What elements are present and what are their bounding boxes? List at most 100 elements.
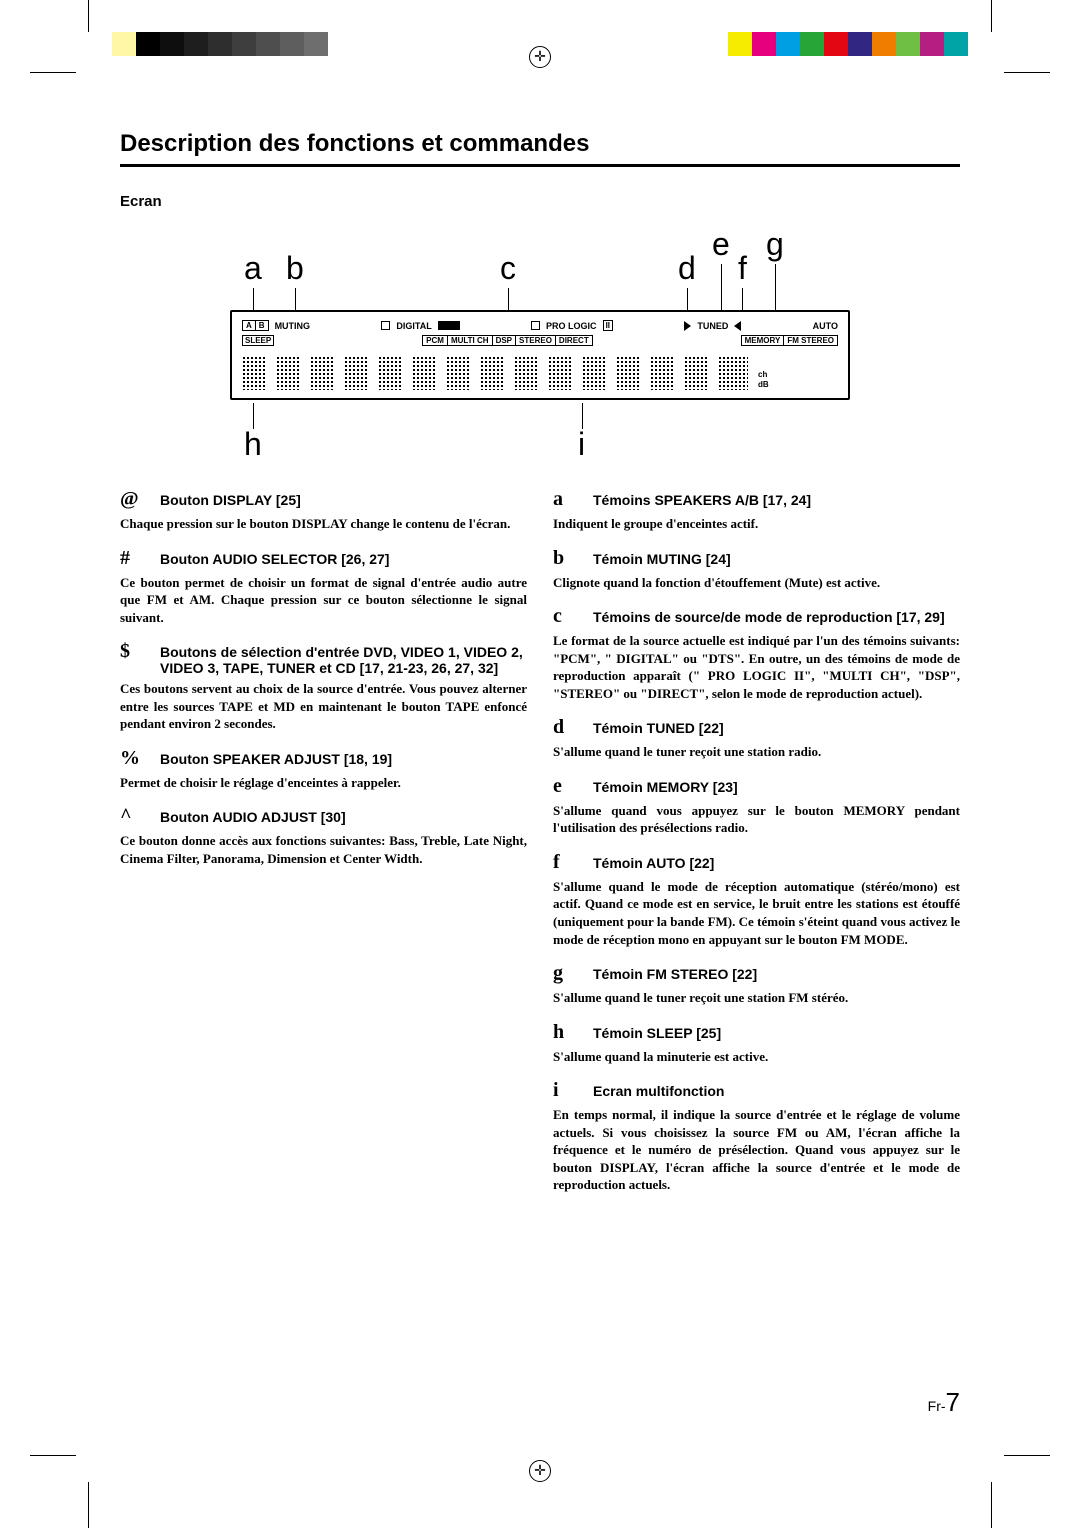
entry-heading: gTémoin FM STEREO [22] — [553, 962, 960, 985]
page-title: Description des fonctions et commandes — [120, 130, 960, 167]
entry-body: Ces boutons servent au choix de la sourc… — [120, 680, 527, 733]
colorbar-swatch — [160, 32, 184, 56]
description-entry: aTémoins SPEAKERS A/B [17, 24]Indiquent … — [553, 488, 960, 533]
description-entry: cTémoins de source/de mode de reproducti… — [553, 605, 960, 702]
colorbar-swatch — [184, 32, 208, 56]
entry-heading: @ Bouton DISPLAY [25] — [120, 488, 527, 511]
entry-heading: f Témoin AUTO [22] — [553, 851, 960, 874]
segment-char — [276, 356, 300, 390]
entry-heading: bTémoin MUTING [24] — [553, 547, 960, 570]
colorbar-swatch — [112, 32, 136, 56]
ch-label: ch — [758, 370, 769, 380]
multich-indicator: MULTI CH — [448, 336, 493, 345]
segment-char — [310, 356, 334, 390]
entry-heading: cTémoins de source/de mode de reproducti… — [553, 605, 960, 628]
colorbar-swatch — [896, 32, 920, 56]
entry-label: Témoin TUNED [22] — [593, 720, 960, 736]
entry-symbol: @ — [120, 488, 144, 511]
tuned-arrow-left-icon — [734, 321, 741, 331]
segment-char — [650, 356, 674, 390]
db-label: dB — [758, 380, 769, 390]
colorbar-swatch — [328, 32, 352, 56]
description-entry: gTémoin FM STEREO [22]S'allume quand le … — [553, 962, 960, 1007]
entry-label: Témoins de source/de mode de reproductio… — [593, 609, 960, 625]
colorbar-swatch — [136, 32, 160, 56]
colorbar-swatch — [280, 32, 304, 56]
page-number-prefix: Fr- — [928, 1398, 946, 1414]
entry-body: S'allume quand le mode de réception auto… — [553, 878, 960, 948]
entry-symbol: g — [553, 962, 577, 985]
source-mode-indicators: PCM MULTI CH DSP STEREO DIRECT — [422, 335, 593, 346]
display-figure: a b c d e f g A B MUTING DIGITAL PRO LO — [230, 250, 850, 448]
segment-char — [378, 356, 402, 390]
tuned-indicator: TUNED — [697, 321, 728, 331]
colorbar-swatch — [776, 32, 800, 56]
colorbar-swatch — [752, 32, 776, 56]
entry-body: S'allume quand vous appuyez sur le bouto… — [553, 802, 960, 837]
printer-colorbar — [88, 32, 992, 60]
entry-label: Bouton AUDIO ADJUST [30] — [160, 809, 527, 825]
colorbar-swatch — [304, 32, 328, 56]
dolby-logo-icon — [381, 321, 390, 330]
entry-heading: aTémoins SPEAKERS A/B [17, 24] — [553, 488, 960, 511]
crop-mark — [88, 1482, 89, 1528]
colorbar-swatch — [704, 32, 728, 56]
tuned-arrow-right-icon — [684, 321, 691, 331]
colorbar-swatch — [968, 32, 992, 56]
crop-mark — [1004, 72, 1050, 73]
colorbar-swatch — [800, 32, 824, 56]
description-entry: hTémoin SLEEP [25] S'allume quand la minu… — [553, 1021, 960, 1066]
entry-body: S'allume quand la minuterie est active. — [553, 1048, 960, 1066]
entry-label: Bouton SPEAKER ADJUST [18, 19] — [160, 751, 527, 767]
segment-char — [548, 356, 572, 390]
entry-body: Permet de choisir le réglage d'enceintes… — [120, 774, 527, 792]
crop-mark — [30, 72, 76, 73]
callout-a: a — [244, 250, 262, 287]
entry-symbol: % — [120, 747, 144, 770]
fmstereo-indicator: FM STEREO — [784, 336, 837, 345]
description-entry: bTémoin MUTING [24]Clignote quand la fon… — [553, 547, 960, 592]
entry-label: Témoin MEMORY [23] — [593, 779, 960, 795]
segment-char — [480, 356, 504, 390]
colorbar-swatch — [944, 32, 968, 56]
callout-e: e — [712, 226, 730, 263]
segment-char — [344, 356, 368, 390]
display-row-1: A B MUTING DIGITAL PRO LOGIC II TUNED AU… — [242, 320, 838, 331]
ch-db-labels: ch dB — [758, 370, 769, 390]
description-entry: ^Bouton AUDIO ADJUST [30]Ce bouton donne… — [120, 805, 527, 867]
entry-heading: hTémoin SLEEP [25] — [553, 1021, 960, 1044]
colorbar-swatch — [232, 32, 256, 56]
colorbar-swatch — [872, 32, 896, 56]
direct-indicator: DIRECT — [556, 336, 592, 345]
entry-heading: ^ Bouton AUDIO ADJUST [30] — [120, 805, 527, 828]
segment-char — [582, 356, 606, 390]
registration-mark-icon — [529, 1460, 551, 1482]
entry-body: Ce bouton permet de choisir un format de… — [120, 574, 527, 627]
colorbar-swatch — [728, 32, 752, 56]
entry-symbol: ^ — [120, 805, 144, 828]
segment-char — [514, 356, 538, 390]
entry-label: Témoin AUTO [22] — [593, 855, 960, 871]
speaker-b: B — [256, 321, 268, 330]
entry-symbol: f — [553, 851, 577, 874]
colorbar-swatch — [352, 32, 376, 56]
segment-char — [616, 356, 640, 390]
page-content: Description des fonctions et commandes E… — [120, 130, 960, 1418]
sleep-indicator: SLEEP — [242, 335, 274, 346]
callout-b: b — [286, 250, 304, 287]
speakers-ab-indicator: A B — [242, 320, 269, 331]
entry-label: Témoins SPEAKERS A/B [17, 24] — [593, 492, 960, 508]
entry-symbol: $ — [120, 640, 144, 663]
entry-label: Ecran multifonction — [593, 1083, 960, 1099]
prologic2-box: II — [603, 320, 613, 331]
description-columns: @Bouton DISPLAY [25]Chaque pression sur … — [120, 488, 960, 1208]
entry-symbol: # — [120, 547, 144, 570]
colorbar-swatch — [920, 32, 944, 56]
description-entry: @Bouton DISPLAY [25]Chaque pression sur … — [120, 488, 527, 533]
entry-label: Bouton AUDIO SELECTOR [26, 27] — [160, 551, 527, 567]
entry-label: Bouton DISPLAY [25] — [160, 492, 527, 508]
prologic-indicator: PRO LOGIC — [546, 321, 597, 331]
segment-char — [684, 356, 708, 390]
callout-f: f — [738, 250, 747, 287]
entry-heading: # Bouton AUDIO SELECTOR [26, 27] — [120, 547, 527, 570]
